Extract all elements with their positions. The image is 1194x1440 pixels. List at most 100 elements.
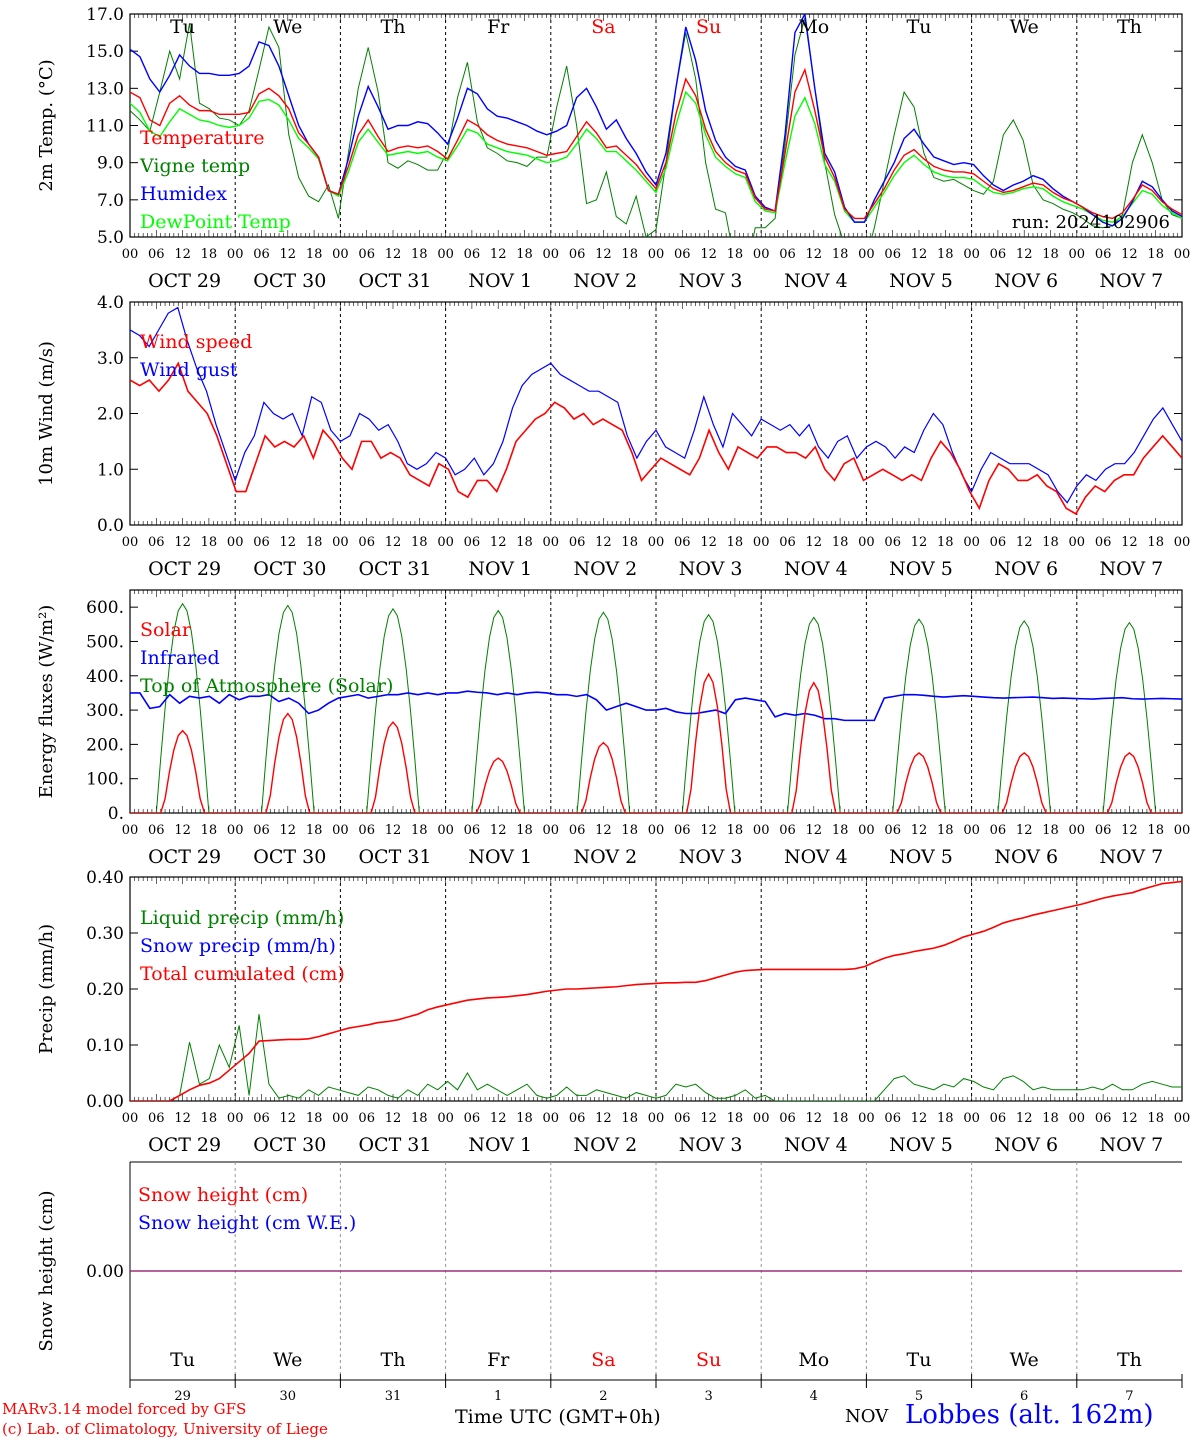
hour-label: 18 [832, 535, 849, 550]
hour-label: 06 [674, 247, 691, 262]
hour-label: 06 [358, 535, 375, 550]
series-top-of-atmosphere [130, 602, 1182, 813]
hour-label: 06 [884, 535, 901, 550]
hour-label: 06 [990, 1111, 1007, 1126]
y-tick-label: 600. [86, 598, 124, 618]
hour-label: 00 [122, 535, 139, 550]
hour-label: 18 [727, 1111, 744, 1126]
hour-label: 18 [937, 823, 954, 838]
y-tick-label: 500. [86, 632, 124, 652]
hour-label: 06 [1095, 247, 1112, 262]
y-tick-label: 300. [86, 701, 124, 721]
date-label: NOV 3 [679, 846, 743, 868]
hour-label: 00 [1069, 535, 1086, 550]
hour-label: 12 [911, 823, 928, 838]
hour-label: 06 [990, 535, 1007, 550]
hour-label: 18 [832, 1111, 849, 1126]
panel-frame [129, 301, 1183, 526]
hour-label: 18 [1147, 247, 1164, 262]
hour-label: 00 [648, 535, 665, 550]
legend-solar: Solar [140, 619, 192, 641]
hour-label: 06 [569, 535, 586, 550]
hour-label: 06 [884, 823, 901, 838]
hour-label: 06 [990, 247, 1007, 262]
date-label: NOV 7 [1100, 558, 1164, 580]
legend-snow-height-cm-: Snow height (cm) [138, 1184, 308, 1206]
hour-label: 00 [753, 535, 770, 550]
hour-label: 18 [832, 247, 849, 262]
day-number: 5 [915, 1389, 923, 1404]
hour-label: 06 [1095, 823, 1112, 838]
hour-label: 06 [148, 535, 165, 550]
date-label: NOV 2 [574, 1134, 638, 1156]
hour-label: 06 [884, 247, 901, 262]
weekday-label: We [273, 1349, 302, 1371]
hour-label: 00 [122, 247, 139, 262]
date-label: OCT 30 [253, 1134, 326, 1156]
weekday-label: Mo [798, 1349, 829, 1371]
legend-snow-precip-mm-h-: Snow precip (mm/h) [140, 935, 336, 957]
legend-liquid-precip-mm-h-: Liquid precip (mm/h) [140, 907, 344, 929]
series-dewpoint-temp [130, 90, 1182, 223]
hour-label: 18 [832, 823, 849, 838]
hour-label: 12 [385, 1111, 402, 1126]
hour-label: 12 [911, 1111, 928, 1126]
date-label: NOV 3 [679, 270, 743, 292]
legend-wind-speed: Wind speed [140, 331, 252, 353]
date-label: NOV 5 [889, 1134, 953, 1156]
hour-label: 12 [1121, 535, 1138, 550]
day-number: 3 [704, 1389, 712, 1404]
hour-label: 18 [201, 1111, 218, 1126]
series-wind-speed [130, 361, 1182, 515]
hour-label: 12 [806, 247, 823, 262]
series-wind-gust [130, 306, 1182, 504]
hour-label: 18 [621, 535, 638, 550]
date-label: NOV 6 [994, 846, 1058, 868]
panel-3: 00 06 12 18 OCT 29 00 06 12 18 OCT 30 00 06 12 18 OCT … [36, 589, 1190, 868]
hour-label: 12 [490, 823, 507, 838]
hour-label: 00 [227, 823, 244, 838]
y-axis-label: Energy fluxes (W/m²) [36, 605, 57, 799]
hour-label: 06 [990, 823, 1007, 838]
weekday-label: Sa [591, 16, 615, 38]
hour-label: 06 [358, 1111, 375, 1126]
weekday-label: Tu [907, 16, 932, 38]
date-label: OCT 29 [148, 846, 221, 868]
hour-label: 18 [727, 247, 744, 262]
weekday-label: Tu [170, 1349, 195, 1371]
date-label: NOV 6 [994, 558, 1058, 580]
hour-label: 00 [227, 247, 244, 262]
run-label: run: 2024102906 [1012, 212, 1170, 233]
hour-label: 12 [700, 1111, 717, 1126]
y-tick-label: 200. [86, 735, 124, 755]
hour-label: 00 [963, 535, 980, 550]
series-infrared [130, 690, 1182, 722]
hour-label: 12 [1121, 247, 1138, 262]
hour-label: 06 [253, 247, 270, 262]
hour-label: 12 [911, 535, 928, 550]
y-tick-label: 0. [108, 804, 124, 824]
day-number: 30 [280, 1389, 297, 1404]
date-label: NOV 5 [889, 270, 953, 292]
hour-label: 12 [385, 823, 402, 838]
hour-label: 12 [1016, 535, 1033, 550]
date-label: NOV 1 [468, 558, 532, 580]
y-tick-label: 9.0 [97, 154, 124, 174]
hour-label: 06 [464, 1111, 481, 1126]
hour-label: 18 [1042, 1111, 1059, 1126]
hour-label: 00 [963, 823, 980, 838]
date-label: NOV 2 [574, 846, 638, 868]
y-tick-label: 4.0 [97, 293, 124, 313]
y-tick-label: 0.30 [86, 924, 124, 944]
hour-label: 12 [911, 247, 928, 262]
hour-label: 00 [753, 823, 770, 838]
hour-label: 00 [753, 1111, 770, 1126]
hour-label: 06 [358, 247, 375, 262]
y-tick-label: 0.40 [86, 868, 124, 888]
date-label: NOV 4 [784, 846, 848, 868]
day-number: 29 [174, 1389, 191, 1404]
date-label: NOV 7 [1100, 846, 1164, 868]
hour-label: 12 [490, 247, 507, 262]
y-tick-label: 15.0 [86, 42, 124, 62]
hour-label: 06 [674, 535, 691, 550]
